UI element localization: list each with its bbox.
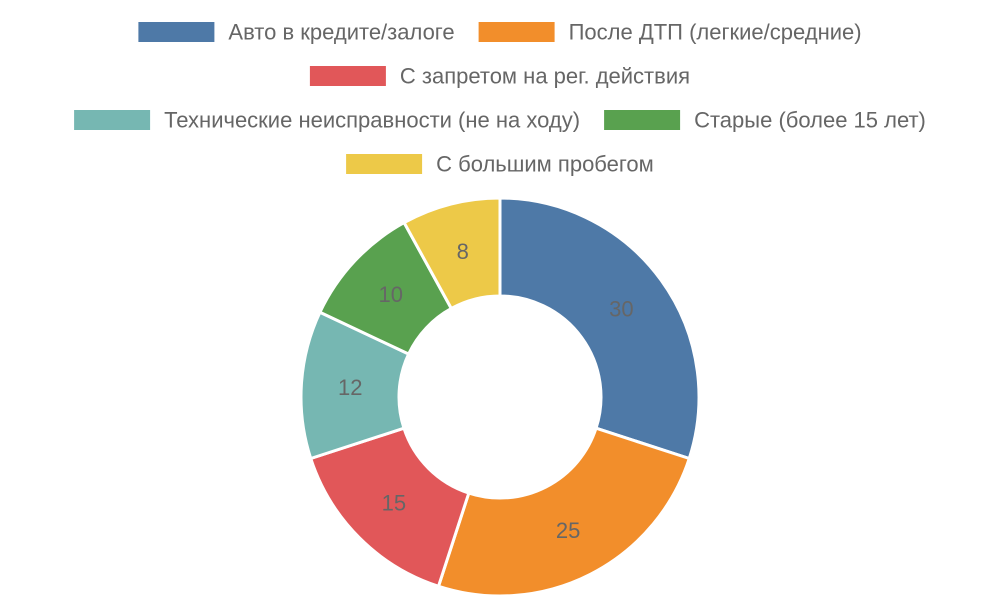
slice-value-label: 12: [338, 375, 362, 400]
legend-swatch: [309, 66, 386, 86]
chart-data-labels: 30 25 15 12 10 8: [338, 239, 634, 543]
legend-swatch: [138, 22, 215, 42]
legend-item[interactable]: После ДТП (легкие/средние): [478, 20, 862, 45]
legend-label: Авто в кредите/залоге: [228, 20, 454, 45]
legend-swatch: [346, 154, 423, 174]
legend-item[interactable]: С запретом на рег. действия: [309, 64, 690, 89]
donut-slice[interactable]: [402, 196, 502, 310]
slice-value-label: 10: [378, 282, 402, 307]
legend-label: С большим пробегом: [436, 152, 654, 177]
legend-label: Технические неисправности (не на ходу): [164, 108, 580, 133]
donut-slice[interactable]: [498, 196, 701, 460]
legend-item[interactable]: Технические неисправности (не на ходу): [74, 108, 580, 133]
donut-slice[interactable]: [437, 426, 691, 598]
chart-slices: [299, 196, 701, 598]
slice-value-label: 8: [457, 239, 469, 264]
legend-swatch: [478, 22, 555, 42]
slice-value-label: 30: [609, 296, 633, 321]
slice-value-label: 15: [382, 491, 406, 516]
legend-item[interactable]: Авто в кредите/залоге: [138, 20, 455, 45]
legend-label: Старые (более 15 лет): [694, 108, 926, 133]
legend-item[interactable]: Старые (более 15 лет): [604, 108, 926, 133]
legend-label: С запретом на рег. действия: [400, 64, 690, 89]
legend-swatch: [604, 110, 681, 130]
chart-legend: Авто в кредите/залоге После ДТП (легкие/с…: [74, 20, 926, 177]
legend-label: После ДТП (легкие/средние): [569, 20, 862, 45]
legend-swatch: [74, 110, 151, 130]
legend-item[interactable]: С большим пробегом: [346, 152, 654, 177]
slice-value-label: 25: [556, 518, 580, 543]
